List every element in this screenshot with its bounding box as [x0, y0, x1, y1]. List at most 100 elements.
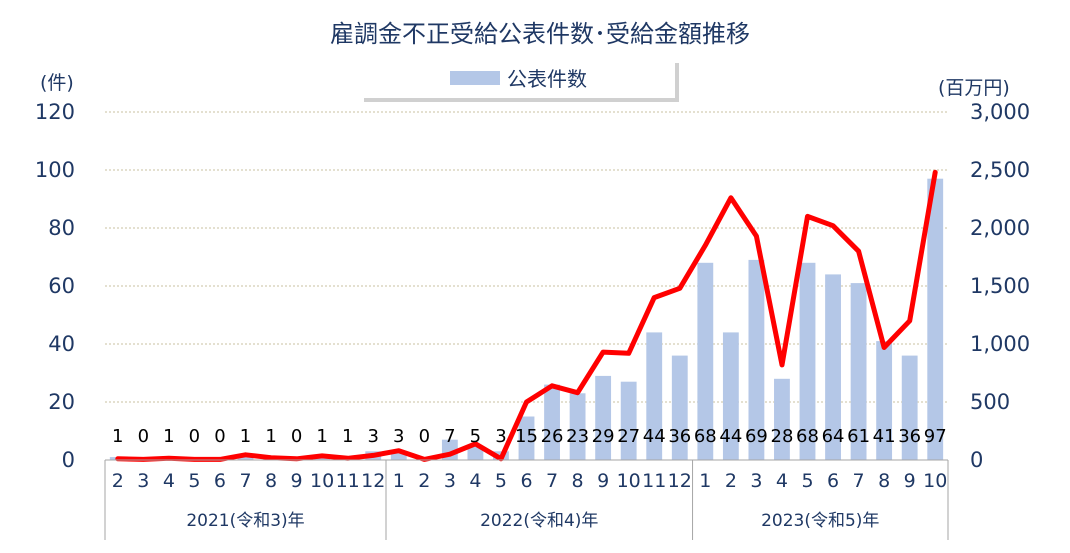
bar: [595, 375, 612, 460]
x-tick-label: 3: [750, 470, 762, 492]
bar-data-label: 0: [214, 426, 225, 447]
left-tick-label: 20: [48, 390, 75, 414]
bar-data-label: 1: [240, 426, 251, 447]
legend-swatch: [450, 71, 500, 85]
x-tick-label: 2: [112, 470, 124, 492]
line-series: [115, 169, 938, 462]
x-tick-label: 12: [361, 470, 385, 492]
bar: [646, 332, 663, 460]
bar-data-label: 1: [265, 426, 276, 447]
bar-data-label: 68: [694, 426, 717, 447]
bar-data-label: 3: [495, 426, 506, 447]
bar-data-label: 5: [470, 426, 481, 447]
left-tick-label: 80: [48, 216, 75, 240]
x-tick-label: 12: [668, 470, 692, 492]
gridlines: [105, 111, 948, 403]
bar: [314, 457, 331, 460]
bar-data-label: 27: [617, 426, 640, 447]
data-labels: 1 0 1 0 0 1 1 0 1 1 3 3 0 7 5 3 15 26 23 29 27 44 36 68 44 69 28 68…: [112, 426, 947, 447]
bar-data-label: 44: [719, 426, 742, 447]
x-tick-label: 8: [265, 470, 277, 492]
x-tick-label: 4: [776, 470, 788, 492]
chart-title: 雇調金不正受給公表件数･受給金額推移: [330, 20, 750, 48]
bar-data-label: 36: [898, 426, 921, 447]
x-tick-label: 11: [642, 470, 666, 492]
bar-data-label: 29: [592, 426, 615, 447]
x-tick-label: 1: [393, 470, 405, 492]
bar: [697, 262, 714, 460]
bar: [467, 445, 484, 460]
left-tick-label: 60: [48, 274, 75, 298]
bar-series: [109, 178, 944, 460]
bar-data-label: 97: [924, 426, 947, 447]
x-tick-label: 10: [617, 470, 641, 492]
bar-data-label: 0: [419, 426, 430, 447]
bar: [671, 355, 688, 460]
right-axis-unit: (百万円): [938, 77, 1010, 99]
left-tick-label: 0: [62, 448, 75, 472]
year-label: 2023(令和5)年: [761, 511, 879, 531]
bar-data-label: 23: [566, 426, 589, 447]
bar: [544, 384, 560, 460]
right-tick-label: 1,000: [970, 332, 1030, 356]
bar-data-label: 1: [163, 426, 174, 447]
year-label: 2021(令和3)年: [186, 511, 304, 531]
bar: [237, 457, 254, 460]
x-tick-label: 5: [188, 470, 200, 492]
bar: [390, 451, 407, 460]
bar: [569, 393, 586, 460]
right-tick-label: 0: [970, 448, 983, 472]
bar-data-label: 1: [342, 426, 353, 447]
bar-data-label: 0: [291, 426, 302, 447]
bar-data-label: 3: [368, 426, 379, 447]
bar-data-label: 0: [189, 426, 200, 447]
bar: [850, 283, 867, 460]
x-tick-label: 6: [827, 470, 839, 492]
bar-data-label: 69: [745, 426, 768, 447]
x-tick-label: 5: [495, 470, 507, 492]
bar-data-label: 68: [796, 426, 819, 447]
left-axis-ticks: 0 20 40 60 80 100 120: [35, 100, 75, 472]
bar: [799, 262, 816, 460]
x-tick-label: 7: [853, 470, 865, 492]
x-tick-label: 9: [291, 470, 303, 492]
right-tick-label: 2,500: [970, 158, 1030, 182]
right-tick-label: 500: [970, 390, 1010, 414]
left-tick-label: 100: [35, 158, 75, 182]
bar-data-label: 28: [771, 426, 794, 447]
x-tick-label: 3: [444, 470, 456, 492]
x-axis: 2 3 4 5 6 7 8 9 10 11 12 1 2 3 4 5 6 7 8 9 10 11 12 1 2 3 4 5 6 7 8 9 10…: [104, 459, 949, 540]
x-tick-label: 8: [572, 470, 584, 492]
x-tick-label: 7: [546, 470, 558, 492]
x-tick-label: 4: [469, 470, 481, 492]
bar: [825, 274, 841, 460]
bar-data-label: 44: [643, 426, 666, 447]
bar-data-label: 64: [822, 426, 845, 447]
bar-data-label: 0: [138, 426, 149, 447]
x-tick-label: 2: [725, 470, 737, 492]
x-tick-label: 8: [878, 470, 890, 492]
right-tick-label: 3,000: [970, 100, 1030, 124]
bar: [748, 259, 765, 460]
bar-data-label: 1: [112, 426, 123, 447]
bar-data-label: 41: [873, 426, 896, 447]
bar: [901, 355, 918, 460]
amount-line: [115, 169, 938, 462]
bar: [620, 381, 637, 460]
legend: 公表件数: [360, 59, 679, 102]
year-label: 2022(令和4)年: [480, 511, 598, 531]
x-tick-label: 6: [520, 470, 532, 492]
left-tick-label: 40: [48, 332, 75, 356]
x-tick-label: 11: [336, 470, 360, 492]
left-axis-unit: (件): [40, 72, 74, 94]
bar: [722, 332, 739, 460]
bar: [927, 178, 944, 460]
bar-data-label: 1: [316, 426, 327, 447]
bar-data-label: 36: [668, 426, 691, 447]
right-tick-label: 1,500: [970, 274, 1030, 298]
legend-box: [360, 59, 675, 98]
x-tick-label: 10: [923, 470, 947, 492]
bar-data-label: 3: [393, 426, 404, 447]
right-tick-label: 2,000: [970, 216, 1030, 240]
